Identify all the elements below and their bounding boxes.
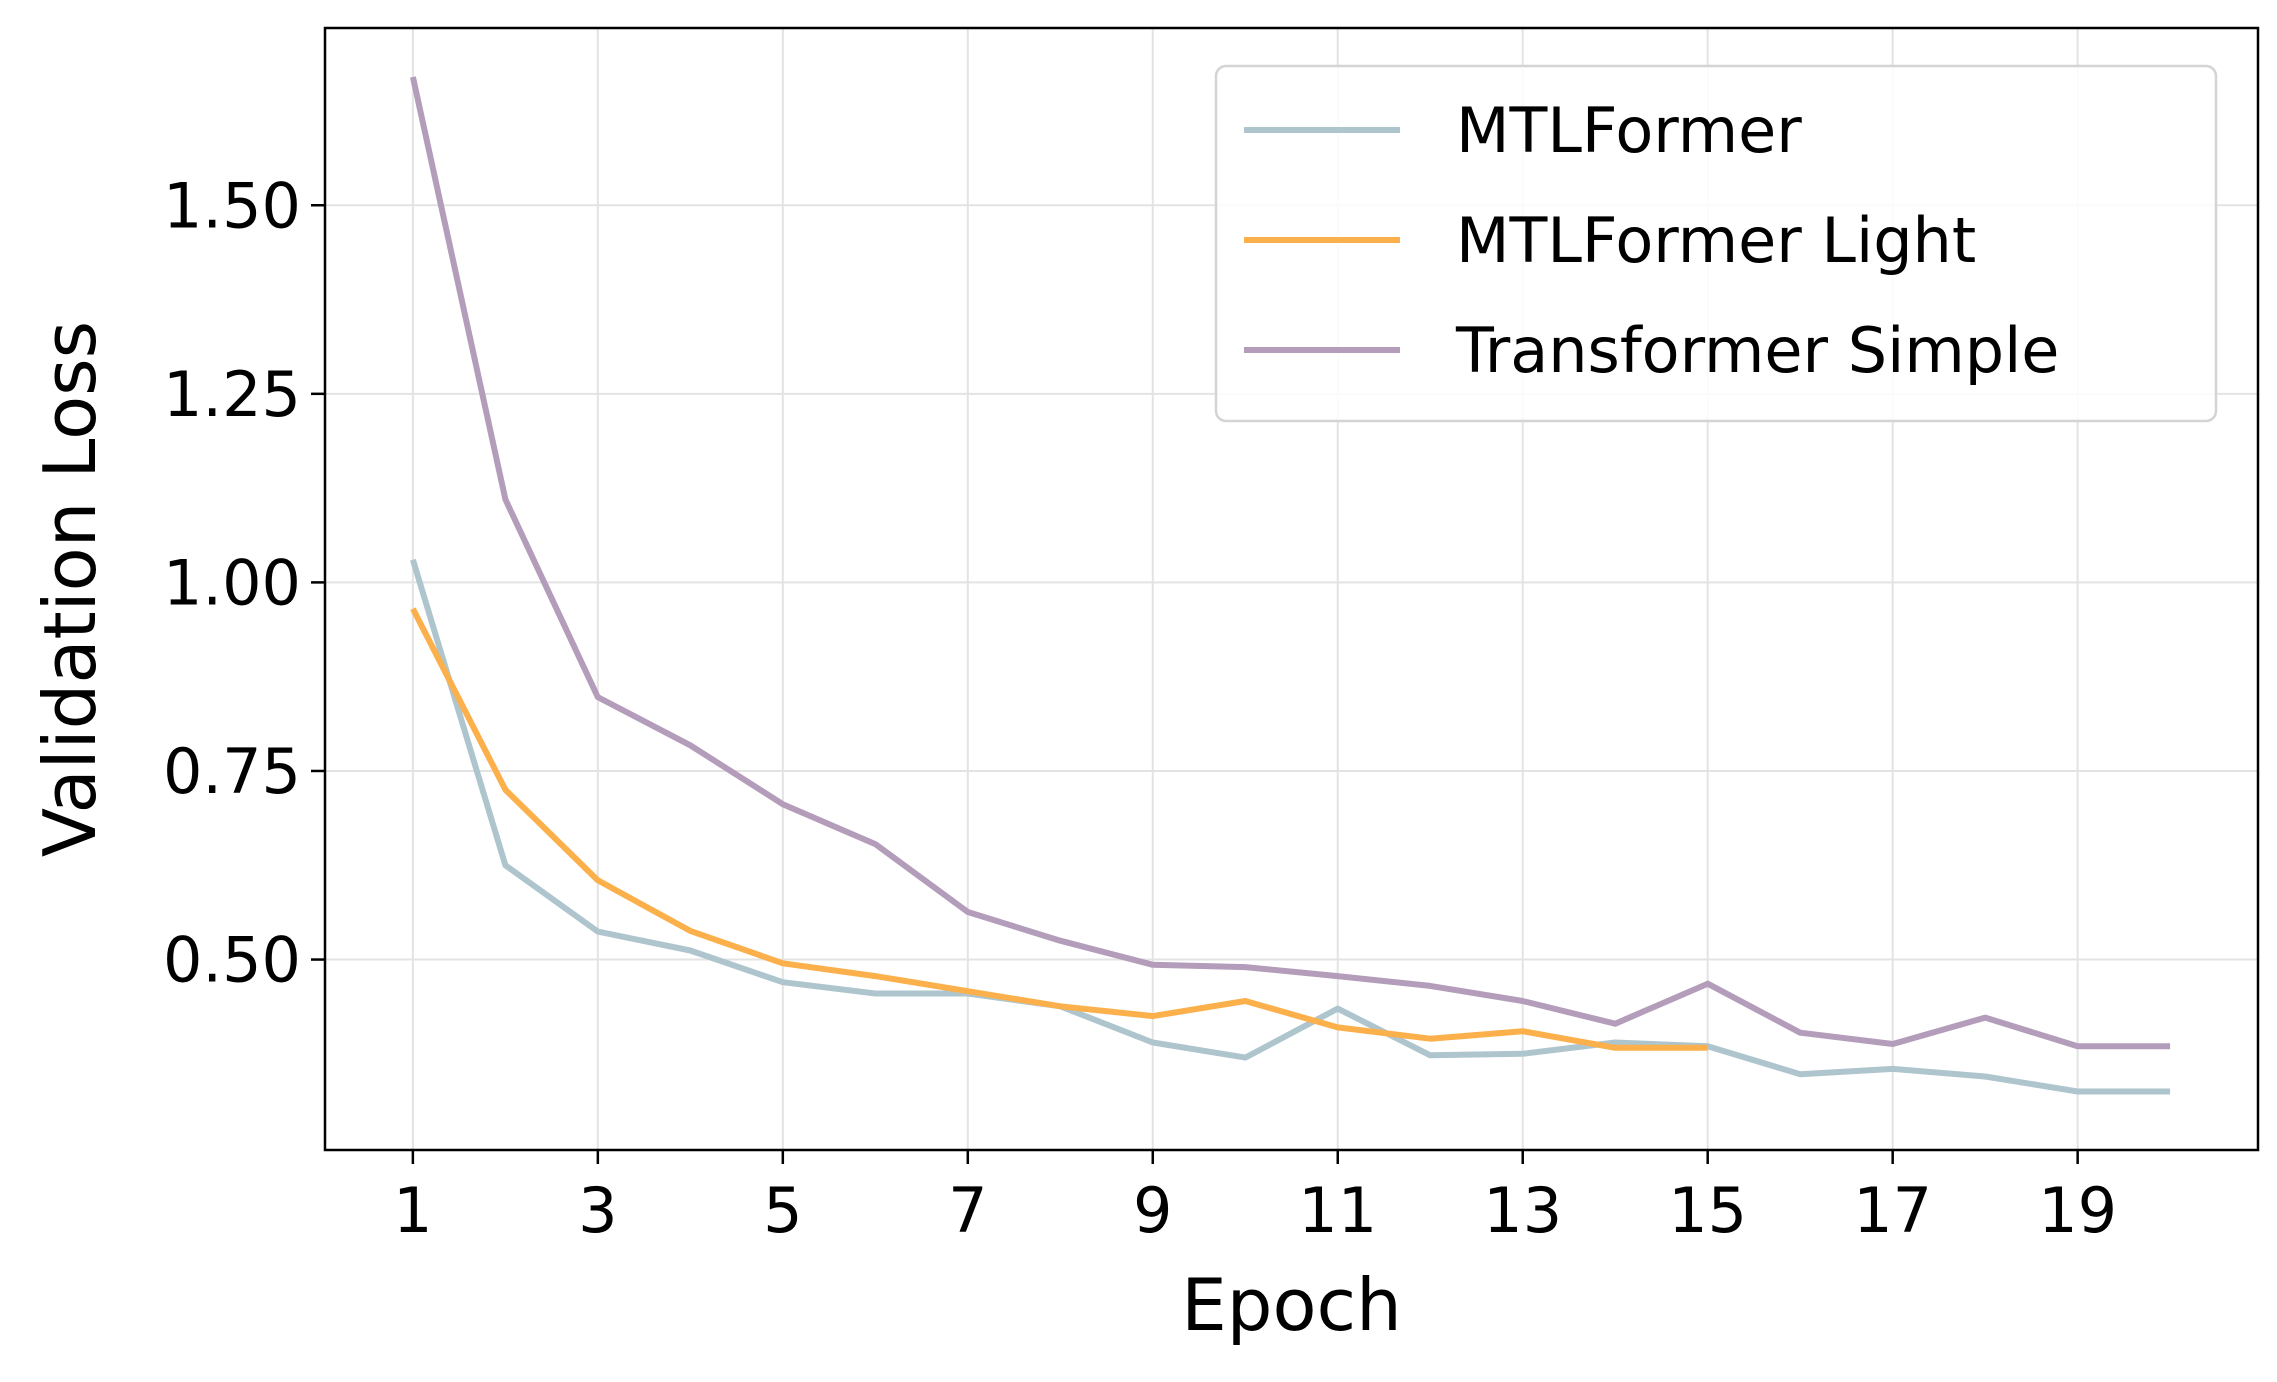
legend: MTLFormer MTLFormer Light Transformer Simp…: [1214, 64, 2218, 423]
x-tick-label: 15: [1668, 1174, 1747, 1247]
y-tick-label: 1.00: [163, 546, 301, 619]
plot-series: [409, 76, 2171, 1095]
y-tick-label: 1.50: [163, 169, 301, 242]
y-tick-label: 1.25: [163, 358, 301, 431]
x-tick-label: 5: [763, 1174, 802, 1247]
series-line-mtlformer-light: [410, 607, 1708, 1051]
x-tick-label: 3: [578, 1174, 617, 1247]
y-axis-label: Validation Loss: [28, 321, 112, 857]
legend-box: [1214, 64, 2218, 423]
x-axis-label: Epoch: [1181, 1263, 1401, 1347]
axes-frame: [323, 26, 2260, 1152]
y-tick-label: 0.75: [163, 735, 301, 808]
x-tick-label: 7: [948, 1174, 987, 1247]
legend-label: MTLFormer: [1456, 94, 1802, 167]
x-tick-label: 1: [393, 1174, 432, 1247]
x-tick-label: 11: [1298, 1174, 1377, 1247]
x-tick-label: 9: [1133, 1174, 1172, 1247]
y-tick-label: 0.50: [163, 924, 301, 997]
x-tick-label: 17: [1853, 1174, 1932, 1247]
legend-label: MTLFormer Light: [1456, 204, 1976, 277]
axis-ticks: 1 3 5 7 9 11 13 15 17 190.500.751.001.251.50: [163, 169, 2117, 1247]
series-line-transformer-simple: [409, 76, 2171, 1050]
legend-label: Transformer Simple: [1455, 314, 2059, 387]
x-tick-label: 19: [2038, 1174, 2117, 1247]
series-line-mtlformer: [410, 558, 2171, 1095]
x-tick-label: 13: [1483, 1174, 1562, 1247]
